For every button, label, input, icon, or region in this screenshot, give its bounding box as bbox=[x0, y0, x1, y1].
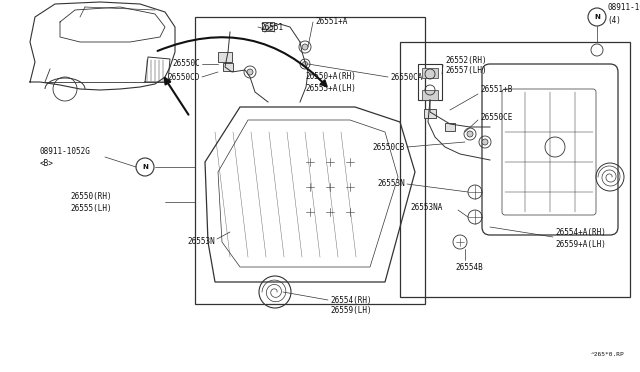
Text: 26551: 26551 bbox=[260, 22, 283, 32]
Text: 26554+A(RH): 26554+A(RH) bbox=[555, 228, 606, 237]
Text: 26555(LH): 26555(LH) bbox=[70, 205, 111, 214]
Text: 26550CB: 26550CB bbox=[372, 142, 405, 151]
Bar bbox=[195, 17, 425, 304]
Bar bbox=[422, 90, 438, 100]
Text: <B>: <B> bbox=[40, 160, 54, 169]
Bar bbox=[400, 42, 630, 297]
Text: 26557(LH): 26557(LH) bbox=[445, 67, 486, 76]
Bar bbox=[422, 68, 438, 78]
Bar bbox=[445, 123, 455, 131]
Text: 26559+A(LH): 26559+A(LH) bbox=[555, 240, 606, 248]
Bar bbox=[424, 109, 436, 118]
Text: 26551+B: 26551+B bbox=[480, 86, 513, 94]
Text: 26553NA: 26553NA bbox=[410, 202, 442, 212]
Circle shape bbox=[302, 44, 308, 50]
Text: 26550CD: 26550CD bbox=[168, 73, 200, 81]
Text: 26550CE: 26550CE bbox=[480, 112, 513, 122]
Text: 26559(LH): 26559(LH) bbox=[330, 307, 372, 315]
Text: (4): (4) bbox=[607, 16, 621, 25]
Bar bbox=[262, 22, 274, 31]
Text: 26553N: 26553N bbox=[188, 237, 215, 247]
Text: 08911-1052G: 08911-1052G bbox=[607, 3, 640, 12]
Text: 26552(RH): 26552(RH) bbox=[445, 55, 486, 64]
Text: 26554(RH): 26554(RH) bbox=[330, 295, 372, 305]
Text: N: N bbox=[594, 14, 600, 20]
Circle shape bbox=[247, 69, 253, 75]
Circle shape bbox=[467, 131, 473, 137]
Text: 26554B: 26554B bbox=[455, 263, 483, 272]
Text: ^265*0.RP: ^265*0.RP bbox=[591, 352, 625, 357]
Bar bbox=[218, 52, 232, 62]
Text: 26550+A(RH): 26550+A(RH) bbox=[305, 73, 356, 81]
Bar bbox=[418, 64, 442, 100]
Text: 26551+A: 26551+A bbox=[315, 17, 348, 26]
Text: 26553N: 26553N bbox=[377, 180, 405, 189]
Circle shape bbox=[303, 61, 307, 67]
Circle shape bbox=[482, 139, 488, 145]
Text: 26550C: 26550C bbox=[172, 60, 200, 68]
Text: 26550(RH): 26550(RH) bbox=[70, 192, 111, 202]
Text: 26555+A(LH): 26555+A(LH) bbox=[305, 83, 356, 93]
Text: N: N bbox=[142, 164, 148, 170]
Text: 26550CA: 26550CA bbox=[390, 73, 422, 81]
Text: 08911-1052G: 08911-1052G bbox=[40, 148, 91, 157]
Bar bbox=[223, 63, 233, 71]
